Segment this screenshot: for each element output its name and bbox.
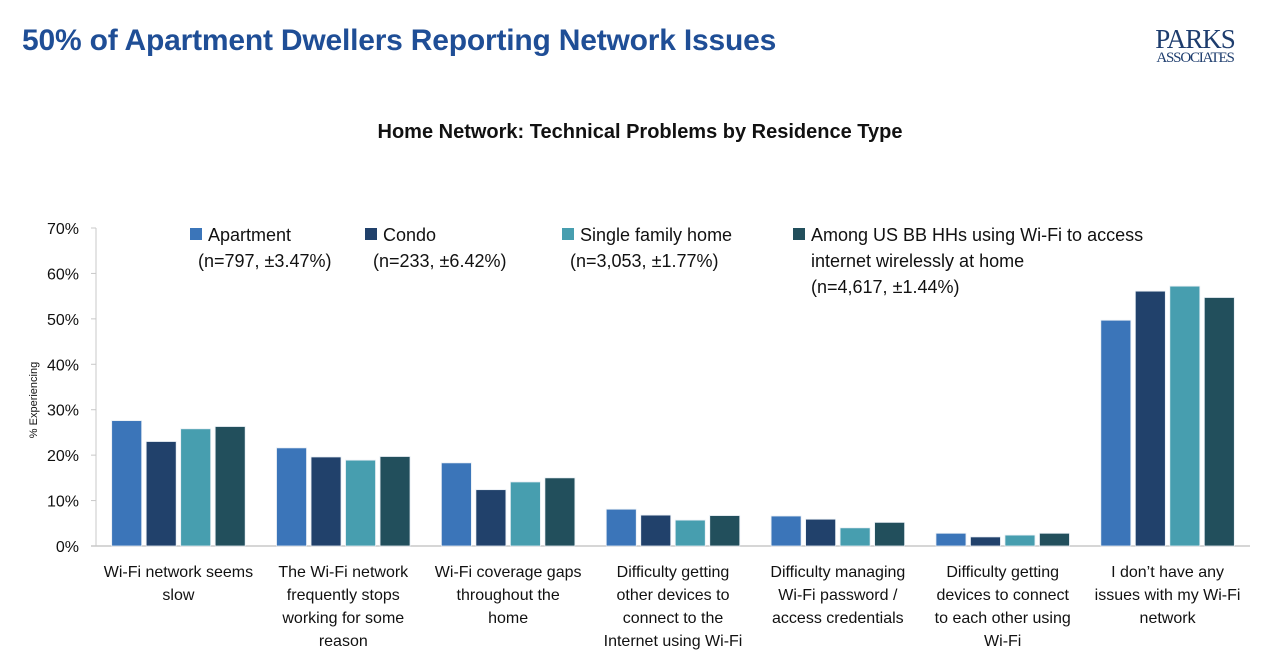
page-title: 50% of Apartment Dwellers Reporting Netw… (22, 24, 777, 57)
bar (935, 532, 967, 547)
bar (605, 508, 637, 547)
legend-swatch (190, 228, 202, 240)
x-tick-label: devices to connect (936, 587, 1069, 604)
x-tick-label: Difficulty managing (770, 564, 905, 581)
bar (214, 426, 246, 547)
y-tick-label: 60% (47, 266, 79, 283)
x-tick-label: Wi-Fi network seems (104, 564, 253, 581)
x-tick-label: Internet using Wi-Fi (604, 633, 743, 650)
bar (379, 456, 411, 547)
bar (640, 514, 672, 547)
x-tick-label: connect to the (623, 610, 724, 627)
x-tick-label: The Wi-Fi network (278, 564, 409, 581)
chart-title: Home Network: Technical Problems by Resi… (378, 121, 903, 143)
x-tick-label: network (1140, 610, 1197, 627)
bar (839, 527, 871, 547)
bar (440, 462, 472, 547)
bar (1169, 285, 1201, 547)
legend-label: Among US BB HHs using Wi-Fi to access (811, 225, 1143, 245)
x-tick-label: throughout the (457, 587, 560, 604)
bar (1004, 534, 1036, 547)
bar (1039, 532, 1070, 547)
x-tick-label: Wi-Fi (984, 633, 1021, 650)
x-tick-label: Difficulty getting (946, 564, 1059, 581)
x-tick-label: access credentials (772, 610, 904, 627)
logo-line1: PARKS (1155, 24, 1236, 54)
bar (509, 481, 541, 547)
y-tick-label: 30% (47, 403, 79, 420)
bar (276, 447, 307, 547)
x-tick-label: to each other using (935, 610, 1071, 627)
legend-label: Condo (383, 225, 436, 245)
legend-swatch (793, 228, 805, 240)
legend-label: (n=4,617, ±1.44%) (811, 277, 959, 297)
x-tick-label: Wi-Fi coverage gaps (435, 564, 582, 581)
bar (1203, 297, 1235, 547)
x-tick-label: reason (319, 633, 368, 650)
x-tick-label: other devices to (617, 587, 730, 604)
x-tick-label: slow (162, 587, 194, 604)
bar (709, 515, 741, 547)
y-tick-label: 40% (47, 357, 79, 374)
x-tick-label: frequently stops (287, 587, 400, 604)
y-axis-label: % Experiencing (28, 362, 40, 438)
bar (805, 518, 837, 547)
bar (770, 515, 802, 547)
bar (475, 489, 507, 547)
y-tick-label: 20% (47, 448, 79, 465)
y-tick-label: 0% (56, 539, 79, 556)
bar (1100, 319, 1132, 547)
y-tick-label: 50% (47, 312, 79, 329)
bar (145, 441, 177, 547)
bar (674, 519, 706, 547)
legend-label: (n=233, ±6.42%) (373, 251, 506, 271)
bar (180, 428, 212, 547)
legend-label: internet wirelessly at home (811, 251, 1024, 271)
parks-associates-logo: PARKS ASSOCIATES (1140, 26, 1250, 66)
y-tick-label: 10% (47, 494, 79, 511)
x-tick-label: home (488, 610, 528, 627)
legend-label: Single family home (580, 225, 732, 245)
bar (874, 521, 906, 547)
bar (345, 459, 376, 547)
logo-line2: ASSOCIATES (1156, 50, 1234, 66)
legend-swatch (365, 228, 377, 240)
x-tick-label: working for some (281, 610, 404, 627)
legend-label: (n=797, ±3.47%) (198, 251, 331, 271)
legend-swatch (562, 228, 574, 240)
legend-label: (n=3,053, ±1.77%) (570, 251, 718, 271)
legend-label: Apartment (208, 225, 291, 245)
bar (310, 456, 342, 547)
bar (544, 477, 576, 547)
bar (111, 420, 143, 547)
bar (970, 536, 1001, 547)
x-tick-label: I don’t have any (1111, 564, 1224, 581)
x-tick-label: Difficulty getting (617, 564, 730, 581)
x-tick-label: issues with my Wi-Fi (1095, 587, 1241, 604)
bar (1134, 290, 1166, 547)
y-tick-label: 70% (47, 221, 79, 238)
x-tick-label: Wi-Fi password / (778, 587, 898, 604)
